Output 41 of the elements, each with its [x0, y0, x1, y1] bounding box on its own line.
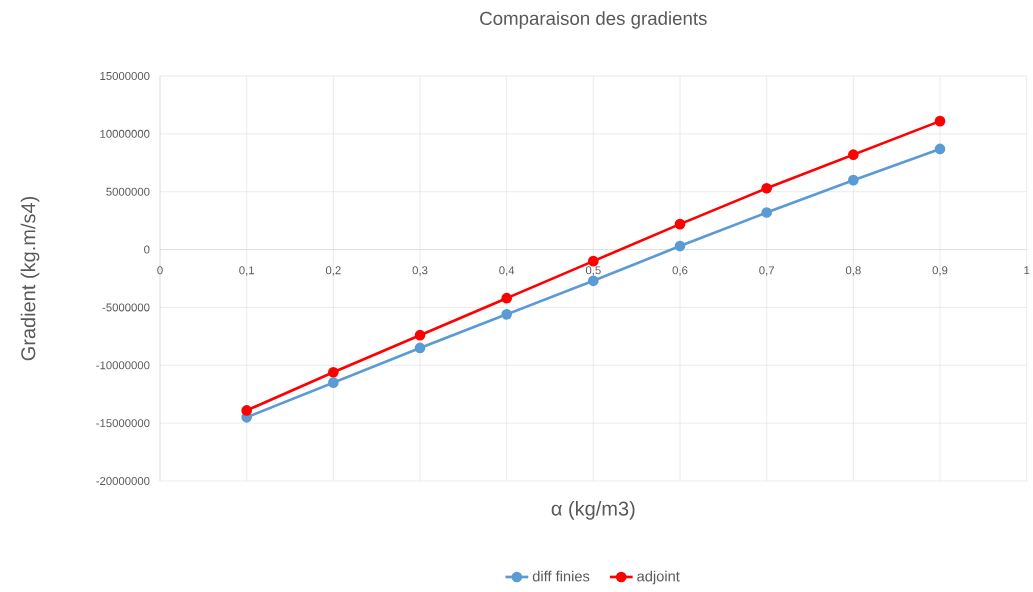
point: [587, 275, 599, 287]
x-tick-label: 0,6: [672, 266, 688, 276]
y-tick-label: 0: [144, 245, 150, 254]
point: [847, 149, 859, 161]
legend-label: adjoint: [637, 570, 680, 585]
point: [847, 174, 859, 186]
x-tick-label: 0,9: [932, 266, 948, 276]
point: [934, 115, 946, 127]
x-axis-title: α (kg/m3): [551, 501, 635, 520]
point: [761, 207, 773, 218]
point: [761, 182, 773, 194]
y-tick-label: 5000000: [106, 187, 150, 196]
x-tick-label: 0,2: [325, 266, 341, 276]
point: [328, 366, 339, 378]
point: [241, 405, 253, 416]
y-tick-label: -10000000: [96, 361, 150, 370]
x-tick-label: 1: [1024, 266, 1030, 275]
point: [414, 329, 426, 341]
legend-label: diff finies: [532, 570, 590, 582]
y-axis-title: Gradient (kg.m/s4): [20, 196, 40, 361]
x-tick-label: 0: [157, 266, 163, 275]
y-tick-label: 10000000: [100, 129, 150, 138]
point: [501, 292, 513, 304]
y-tick-label: -5000000: [102, 303, 150, 312]
y-tick-label: -20000000: [96, 476, 150, 485]
point: [674, 240, 686, 252]
x-tick-label: 0,7: [759, 266, 774, 276]
point: [934, 143, 946, 155]
x-tick-label: 0,3: [412, 266, 428, 276]
y-tick-label: 15000000: [100, 72, 150, 81]
point: [414, 342, 426, 354]
chart-title: Comparaison des gradients: [480, 11, 707, 29]
x-tick-label: 0,1: [239, 266, 254, 276]
point: [674, 218, 686, 230]
y-tick-label: -15000000: [96, 419, 150, 428]
point: [587, 255, 599, 267]
point: [328, 377, 339, 388]
x-tick-label: 0,5: [585, 266, 601, 276]
x-tick-label: 0,8: [845, 266, 861, 276]
point: [501, 309, 513, 320]
x-tick-label: 0,4: [499, 266, 515, 276]
